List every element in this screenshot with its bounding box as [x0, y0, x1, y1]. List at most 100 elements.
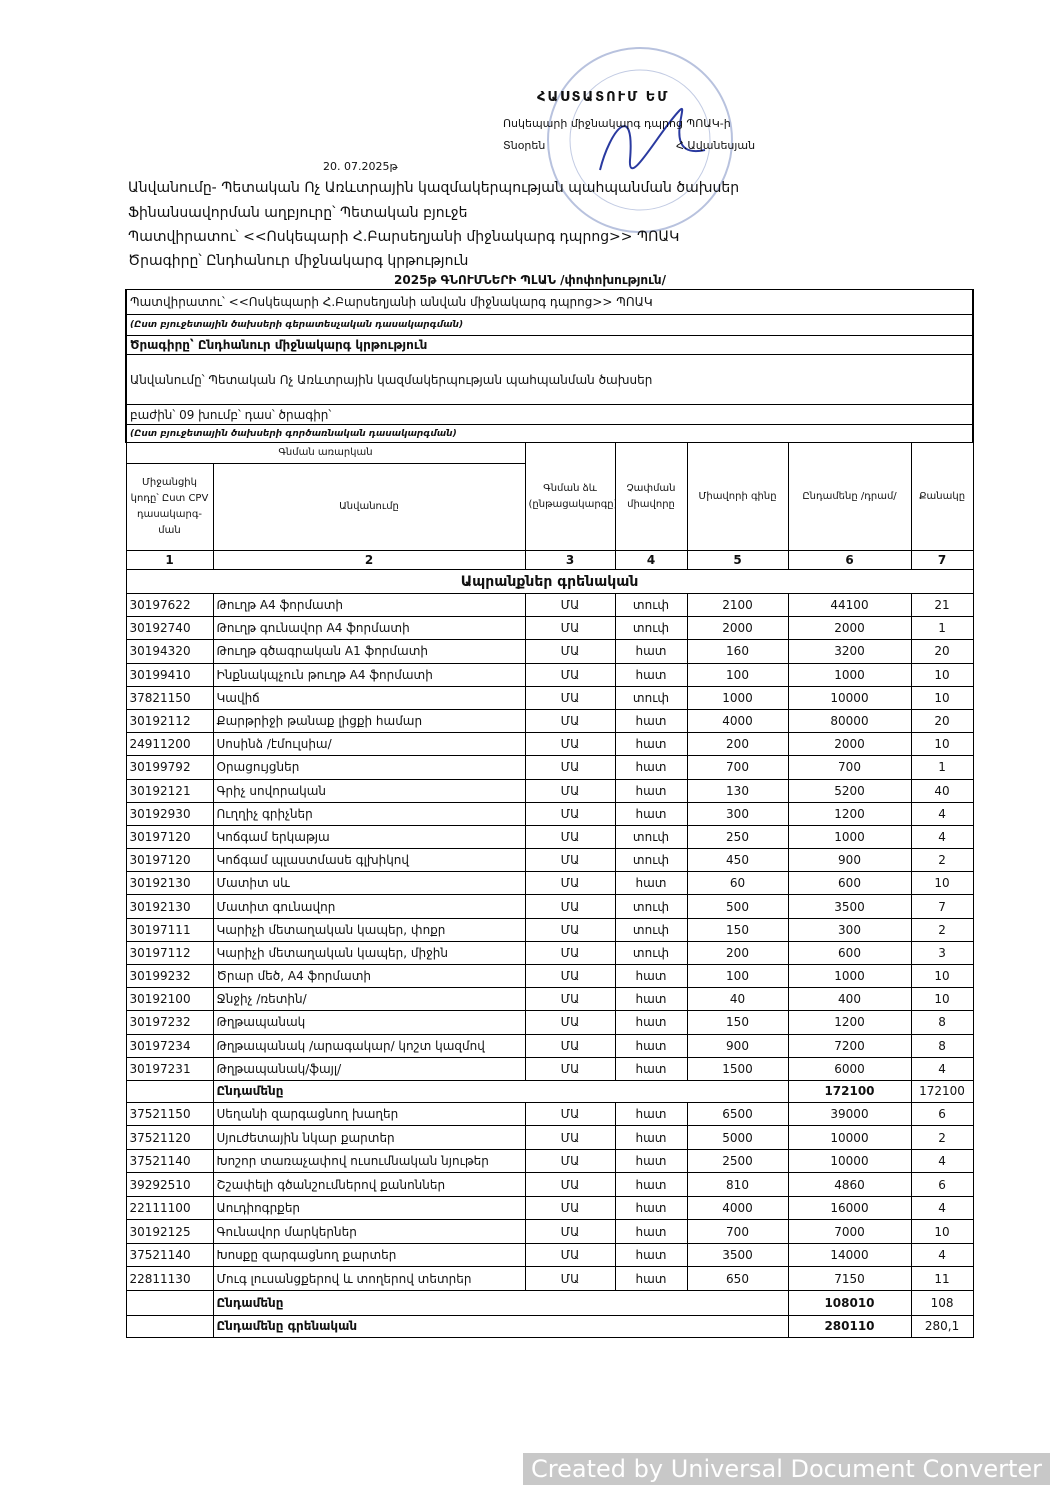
cell: Թուղթ A4 ֆորմատի	[212, 592, 526, 618]
table-row: 22811130 Մուգ լուսանցքերով և տողերով տետր…	[125, 1266, 974, 1291]
stamp	[547, 47, 733, 233]
cell: 900	[787, 848, 912, 873]
column-number: 5	[686, 550, 789, 570]
cell: Թուղթ գծագրական A1 ֆորմատի	[212, 639, 526, 664]
cell: 8	[910, 1010, 974, 1035]
cell: Կարիչի մետաղական կապեր, միջին	[212, 940, 526, 966]
cell	[125, 1079, 214, 1103]
table-row: (Ըստ բյուջետային ծախսերի գործառնական դաս…	[124, 424, 975, 443]
total-sum: 108010	[787, 1289, 912, 1316]
table-row: 30194320 Թուղթ գծագրական A1 ֆորմատի ՄԱ հատ 1…	[125, 639, 974, 664]
cell: ՄԱ	[524, 1056, 616, 1081]
cell: Օրացույցներ	[212, 755, 526, 780]
cell: 2000	[787, 616, 912, 641]
cell: 1000	[686, 685, 789, 710]
info-row: Պատվիրատու՝ <<Ոսկեպարի Հ.Բարսեղյանի անվա…	[124, 289, 975, 315]
cell: Թուղթ գունավոր A4 ֆորմատի	[212, 616, 526, 641]
cell: 2000	[686, 616, 789, 641]
cell: հատ	[614, 1172, 688, 1197]
cell: տուփ	[614, 940, 688, 966]
cell: հատ	[614, 963, 688, 989]
table-row: Ընդամենը 108010 108	[125, 1289, 974, 1316]
table-row: Պատվիրատու՝ <<Ոսկեպարի Հ.Բարսեղյանի անվա…	[124, 289, 975, 315]
table-row: 30192740 Թուղթ գունավոր A4 ֆորմատի ՄԱ տուփ 2…	[125, 616, 974, 641]
cell: Կարիչի մետաղական կապեր, փոքր	[212, 917, 526, 942]
cell: 160	[686, 639, 789, 664]
cell: 30197120	[125, 824, 214, 850]
cell: 39000	[787, 1101, 912, 1127]
cell: ՄԱ	[524, 592, 616, 618]
cell: ՄԱ	[524, 1242, 616, 1268]
cell: 3500	[686, 1242, 789, 1268]
table-row: Միջանցիկ կոդը՝ Ըստ CPV դասակարգ-ման Անվան…	[125, 463, 973, 551]
cell: Շշափելի գծանշումներով քանոններ	[212, 1172, 526, 1197]
cell: ՄԱ	[524, 940, 616, 966]
column-header: Գնման ձև (ընթացակարգը)	[524, 442, 616, 551]
table-row: 37521140 Խոսքը զարգացնող քարտեր ՄԱ հատ 3500 1…	[125, 1242, 974, 1268]
date: 20. 07.2025թ	[323, 160, 398, 173]
total-qty: 172100	[910, 1079, 974, 1103]
cell: 4860	[787, 1172, 912, 1197]
cell: 8	[910, 1033, 974, 1058]
cell: հատ	[614, 1148, 688, 1174]
cell: ՄԱ	[524, 732, 616, 757]
cell: ՄԱ	[524, 987, 616, 1012]
approval-title: ՀԱՍՏԱՏՈՒՄ ԵՄ	[537, 90, 670, 105]
cell: ՄԱ	[524, 824, 616, 850]
cell: 10	[910, 871, 974, 896]
table-row: 37521140 Խոշոր տառաչափով ուսումնական նյու…	[125, 1148, 974, 1174]
cell: 30199410	[125, 662, 214, 687]
table-row: 30197120 Կոճգամ պլաստմասե գլխիկով ՄԱ տուփ 45…	[125, 848, 974, 873]
cell: Ջնջիչ /ռետին/	[212, 987, 526, 1012]
cell: 20	[910, 639, 974, 664]
cell: 200	[686, 732, 789, 757]
cell: 4	[910, 1148, 974, 1174]
cell: ՄԱ	[524, 778, 616, 803]
table-row: 30199232 Ծրար մեծ, A4 ֆորմատի ՄԱ հատ 100 1000…	[125, 963, 974, 989]
watermark: Created by Universal Document Converter	[523, 1453, 1050, 1485]
cell: 7000	[787, 1219, 912, 1244]
cell: 2	[910, 1125, 974, 1150]
cell: 3	[910, 940, 974, 966]
cell: 7	[910, 894, 974, 919]
cell: հատ	[614, 732, 688, 757]
cell: 20	[910, 708, 974, 734]
cell: 30197111	[125, 917, 214, 942]
column-header: Ընդամենը /դրամ/	[787, 442, 912, 551]
table-row: 30197112 Կարիչի մետաղական կապեր, միջին ՄԱ տ…	[125, 940, 974, 966]
column-header: Չափման միավորը	[614, 442, 688, 551]
cell: 2500	[686, 1148, 789, 1174]
table-row: 37521120 Սյուժետային նկար քարտեր ՄԱ հատ 5000…	[125, 1125, 974, 1150]
column-number: 7	[910, 550, 974, 570]
cell: հատ	[614, 1101, 688, 1127]
table-row: 30192112 Քարթրիջի թանաք լիցքի համար ՄԱ հատ 4…	[125, 708, 974, 734]
cell: ՄԱ	[524, 871, 616, 896]
cell: 37521150	[125, 1101, 214, 1127]
cell: հատ	[614, 1219, 688, 1244]
grand-total-label: Ընդամենը գրենական	[212, 1314, 789, 1338]
cell: 10000	[787, 1125, 912, 1150]
cell: 30199792	[125, 755, 214, 780]
cell: 30192930	[125, 801, 214, 826]
cell: 30192125	[125, 1219, 214, 1244]
cell: Խոսքը զարգացնող քարտեր	[212, 1242, 526, 1268]
column-number: 3	[524, 550, 616, 570]
cell: 2	[910, 848, 974, 873]
cell: 30197231	[125, 1056, 214, 1081]
cell: 40	[686, 987, 789, 1012]
table-row: բաժին՝ 09 խումբ՝ դաս՝ ծրագիր՝	[124, 404, 975, 425]
table-row: Ընդամենը գրենական 280110 280,1	[125, 1314, 974, 1338]
table-row: 30192125 Գունավոր մարկերներ ՄԱ հատ 700 7000 10	[125, 1219, 974, 1244]
column-header: Միջանցիկ կոդը՝ Ըստ CPV դասակարգ-ման	[125, 463, 214, 551]
cell: 810	[686, 1172, 789, 1197]
cell: Կոճգամ երկաթյա	[212, 824, 526, 850]
cell: ՄԱ	[524, 1125, 616, 1150]
cell: 6	[910, 1172, 974, 1197]
cell: ՄԱ	[524, 1148, 616, 1174]
table-row: 24911200 Սոսինձ /էմուլսիա/ՄԱ հատ 200 2000 10	[125, 732, 974, 757]
intro-line: Ծրագիրը՝ Ընդհանուր միջնակարգ կրթություն	[128, 253, 469, 269]
cell: ՄԱ	[524, 616, 616, 641]
info-row: Ծրագիրը՝ Ընդհանուր միջնակարգ կրթություն	[124, 335, 975, 355]
table-row: 37821150 Կավիճ ՄԱ տուփ 1000 10000 10	[125, 685, 974, 710]
